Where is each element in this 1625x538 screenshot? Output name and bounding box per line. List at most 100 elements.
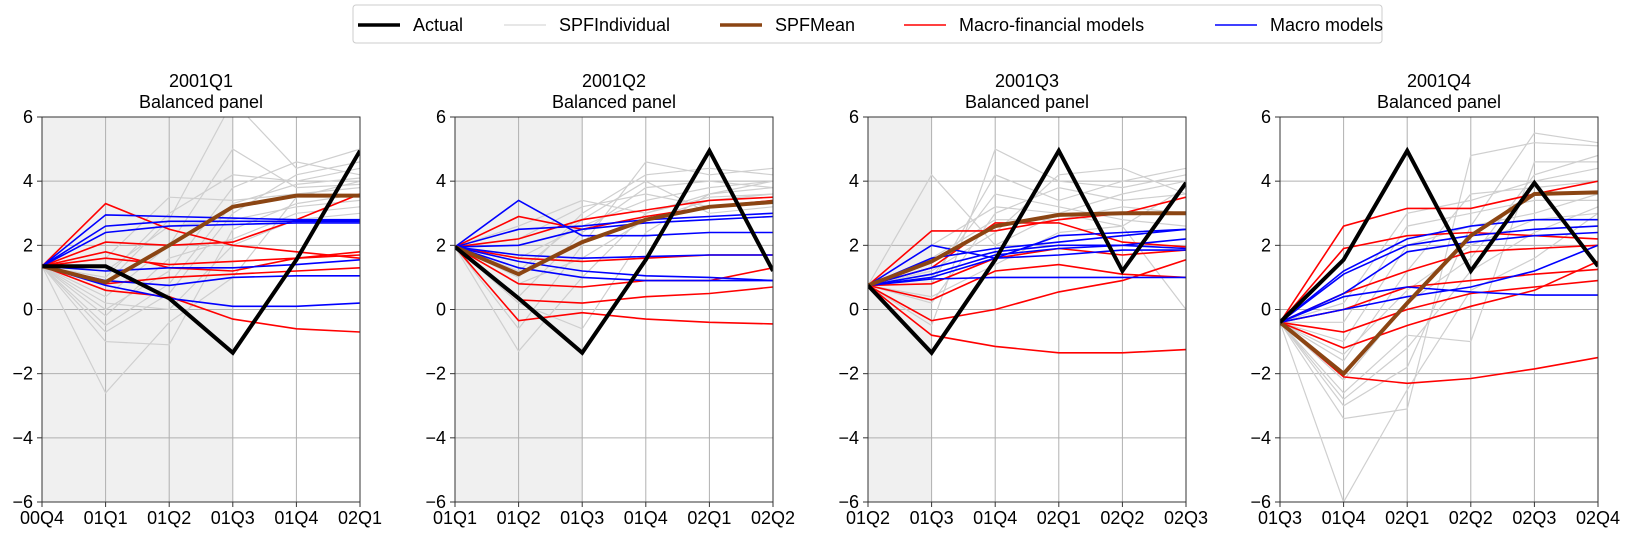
y-tick-label: 2: [849, 235, 859, 255]
series-line-spf-individual: [1280, 161, 1598, 394]
chart-title: 2001Q3: [995, 71, 1059, 91]
series-line-spf-mean: [455, 200, 773, 277]
y-tick-label: 4: [1261, 171, 1271, 191]
series-line-macro-financial: [455, 246, 773, 325]
series-line-macro-financial: [42, 193, 360, 267]
series-line-spf-individual: [1280, 142, 1598, 420]
x-tick-label: 01Q4: [274, 508, 318, 528]
series-line-macro: [455, 246, 773, 260]
series-line-macro-financial: [868, 284, 1186, 354]
series-line-spf-individual: [1280, 154, 1598, 381]
series-line-actual: [42, 149, 360, 356]
series-line-spf-individual: [455, 180, 773, 272]
series-line-spf-individual: [868, 148, 1186, 327]
series-line-spf-individual: [42, 161, 360, 333]
legend-label: Macro models: [1270, 15, 1383, 35]
series-line-macro: [455, 246, 773, 282]
series-line-macro: [1280, 231, 1598, 324]
series-line-macro: [868, 276, 1186, 287]
series-line-actual: [1280, 146, 1598, 324]
series-line-spf-individual: [1280, 199, 1598, 323]
series-line-spf-individual: [42, 167, 360, 279]
y-tick-label: −2: [838, 364, 859, 384]
series-line-spf-individual: [42, 206, 360, 317]
series-line-spf-mean: [42, 193, 360, 285]
x-tick-label: 02Q4: [1576, 508, 1620, 528]
y-tick-label: 0: [436, 300, 446, 320]
y-tick-label: 6: [1261, 107, 1271, 127]
x-tick-label: 02Q3: [1164, 508, 1208, 528]
series-line-macro: [1280, 244, 1598, 324]
series-line-spf-individual: [1280, 212, 1598, 502]
x-tick-label: 01Q1: [433, 508, 477, 528]
y-tick-label: 4: [849, 171, 859, 191]
series-line-spf-mean: [868, 211, 1186, 288]
series-line-macro: [455, 212, 773, 248]
series-line-macro: [42, 220, 360, 267]
x-tick-label: 01Q3: [211, 508, 255, 528]
y-tick-label: 6: [23, 107, 33, 127]
x-tick-label: 01Q4: [624, 508, 668, 528]
y-tick-label: −4: [1250, 428, 1271, 448]
x-tick-label: 02Q1: [338, 508, 382, 528]
x-tick-label: 02Q3: [1512, 508, 1556, 528]
y-tick-label: −4: [12, 428, 33, 448]
y-tick-label: 4: [436, 171, 446, 191]
legend-label: SPFIndividual: [559, 15, 670, 35]
series-line-spf-individual: [42, 212, 360, 311]
y-tick-label: 0: [849, 300, 859, 320]
series-line-macro: [868, 238, 1186, 287]
x-tick-label: 02Q2: [751, 508, 795, 528]
series-line-spf-individual: [1280, 132, 1598, 407]
legend-item: Actual: [358, 15, 463, 35]
legend: Actual SPFIndividual SPFMean Macro-financia…: [352, 4, 1383, 44]
series-line-macro: [868, 244, 1186, 287]
x-tick-label: 02Q2: [1100, 508, 1144, 528]
series-line-spf-individual: [42, 161, 360, 311]
y-tick-label: −6: [12, 492, 33, 512]
series-group: [455, 146, 773, 356]
series-line-macro-financial: [455, 196, 773, 248]
legend-item: SPFMean: [720, 15, 855, 35]
x-tick-label: 01Q1: [84, 508, 128, 528]
legend-frame: [352, 4, 1383, 44]
legend-item: Macro-financial models: [904, 15, 1144, 35]
series-line-macro: [1280, 218, 1598, 323]
series-line-macro: [42, 265, 360, 308]
series-line-macro: [868, 249, 1186, 287]
chart-title: 2001Q4: [1407, 71, 1471, 91]
y-tick-label: 6: [849, 107, 859, 127]
y-tick-label: −4: [838, 428, 859, 448]
x-tick-label: 02Q1: [1037, 508, 1081, 528]
x-tick-label: 01Q2: [147, 508, 191, 528]
series-line-macro: [1280, 286, 1598, 324]
x-tick-label: 01Q2: [846, 508, 890, 528]
chart-title: 2001Q2: [582, 71, 646, 91]
chart-subtitle: Balanced panel: [965, 92, 1089, 112]
x-tick-label: 01Q4: [1322, 508, 1366, 528]
series-line-macro-financial: [1280, 231, 1598, 323]
x-tick-label: 00Q4: [20, 508, 64, 528]
series-line-spf-individual: [42, 148, 360, 298]
y-tick-label: −2: [425, 364, 446, 384]
series-line-macro: [455, 215, 773, 248]
y-tick-label: 6: [436, 107, 446, 127]
y-tick-label: −4: [425, 428, 446, 448]
series-group: [42, 117, 360, 394]
series-line-macro: [1280, 225, 1598, 323]
series-line-macro: [455, 199, 773, 248]
y-tick-label: −2: [1250, 364, 1271, 384]
series-line-macro-financial: [1280, 279, 1598, 333]
x-tick-label: 01Q4: [973, 508, 1017, 528]
y-tick-label: 2: [1261, 235, 1271, 255]
x-tick-label: 02Q1: [1385, 508, 1429, 528]
series-line-spf-individual: [42, 193, 360, 346]
series-line-macro: [868, 228, 1186, 287]
series-line-actual: [455, 146, 773, 356]
chart-subtitle: Balanced panel: [139, 92, 263, 112]
y-tick-label: 0: [23, 300, 33, 320]
y-tick-label: 4: [23, 171, 33, 191]
legend-item: Macro models: [1215, 15, 1383, 35]
x-tick-label: 01Q2: [497, 508, 541, 528]
